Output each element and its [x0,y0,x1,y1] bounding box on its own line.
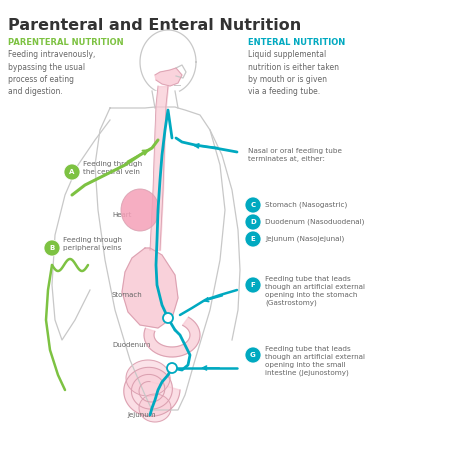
Circle shape [167,363,177,373]
Text: Feeding through
the central vein: Feeding through the central vein [83,161,142,175]
Text: Heart: Heart [112,212,131,218]
Circle shape [64,164,80,180]
Text: A: A [69,169,75,175]
Text: D: D [250,219,256,225]
Text: Feeding through
peripheral veins: Feeding through peripheral veins [63,237,122,251]
Text: Nasal or oral feeding tube
terminates at, either:: Nasal or oral feeding tube terminates at… [248,148,342,162]
Text: PARENTERAL NUTRITION: PARENTERAL NUTRITION [8,38,124,47]
Circle shape [245,214,261,230]
Text: Jejunum: Jejunum [127,412,155,418]
Polygon shape [124,367,180,416]
Polygon shape [95,107,225,410]
Text: Jejunum (Nasojejunal): Jejunum (Nasojejunal) [265,236,344,242]
Circle shape [44,240,60,256]
Text: Stomach: Stomach [112,292,143,298]
Circle shape [245,197,261,213]
Text: Feeding tube that leads
though an artificial external
opening into the small
int: Feeding tube that leads though an artifi… [265,346,365,376]
Text: G: G [250,352,256,358]
Text: F: F [251,282,255,288]
Text: Duodenum (Nasoduodenal): Duodenum (Nasoduodenal) [265,219,365,225]
Circle shape [245,347,261,363]
Text: C: C [250,202,255,208]
Polygon shape [140,30,196,94]
Text: ENTERAL NUTRITION: ENTERAL NUTRITION [248,38,345,47]
Polygon shape [144,317,200,357]
Polygon shape [155,68,182,86]
Text: Parenteral and Enteral Nutrition: Parenteral and Enteral Nutrition [8,18,301,33]
Polygon shape [126,360,170,396]
Polygon shape [176,65,186,78]
Circle shape [245,231,261,247]
Polygon shape [139,394,171,422]
Polygon shape [122,248,178,328]
Text: Feeding intravenously,
bypassing the usual
process of eating
and digestion.: Feeding intravenously, bypassing the usu… [8,50,95,96]
Circle shape [245,277,261,293]
Polygon shape [152,91,178,108]
Ellipse shape [121,189,159,231]
Text: E: E [251,236,255,242]
Text: B: B [49,245,55,251]
Circle shape [163,313,173,323]
Text: Duodenum: Duodenum [112,342,150,348]
Text: Feeding tube that leads
though an artificial external
opening into the stomach
(: Feeding tube that leads though an artifi… [265,276,365,307]
Text: Liquid supplemental
nutrition is either taken
by mouth or is given
via a feeding: Liquid supplemental nutrition is either … [248,50,339,96]
Text: Stomach (Nasogastric): Stomach (Nasogastric) [265,202,347,208]
